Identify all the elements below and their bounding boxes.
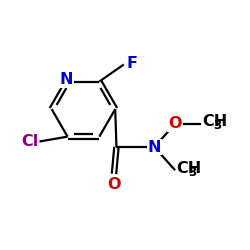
Text: F: F bbox=[127, 56, 138, 71]
Text: N: N bbox=[148, 140, 161, 154]
Text: CH: CH bbox=[202, 114, 227, 129]
Text: O: O bbox=[168, 116, 182, 131]
Text: 3: 3 bbox=[188, 166, 196, 179]
Text: O: O bbox=[107, 177, 121, 192]
Text: Cl: Cl bbox=[21, 134, 38, 149]
Text: CH: CH bbox=[176, 161, 202, 176]
Text: 3: 3 bbox=[214, 119, 222, 132]
Text: N: N bbox=[60, 72, 73, 87]
